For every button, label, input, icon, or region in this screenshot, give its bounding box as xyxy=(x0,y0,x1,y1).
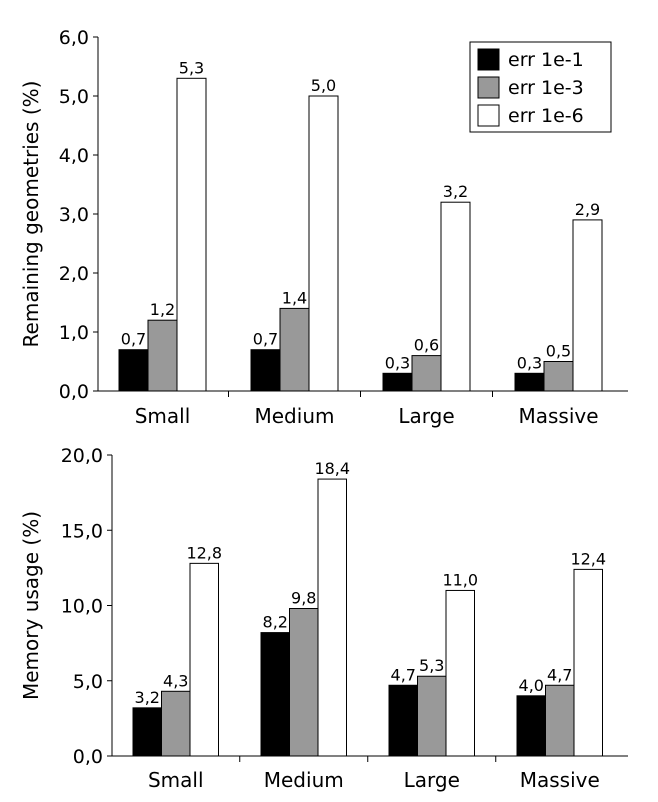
bar-massive-s3 xyxy=(573,568,603,757)
bar-massive-s1 xyxy=(514,372,545,392)
y-tick-label: 1,0 xyxy=(59,322,89,344)
y-axis-label: Memory usage (%) xyxy=(19,511,43,700)
x-tick-label: Large xyxy=(398,404,454,428)
data-label: 3,2 xyxy=(443,182,468,201)
x-tick-label: Medium xyxy=(255,404,335,428)
bar-massive-s2 xyxy=(545,684,575,757)
bar-large-s1 xyxy=(388,684,418,757)
legend: err 1e-1 err 1e-3 err 1e-6 xyxy=(469,41,612,133)
x-tick-label: Small xyxy=(148,768,204,792)
legend-swatch xyxy=(477,48,500,71)
x-tick-label: Small xyxy=(135,404,191,428)
data-label: 4,7 xyxy=(547,665,572,684)
x-tick-label: Medium xyxy=(264,768,344,792)
y-tick-label: 5,0 xyxy=(73,671,103,693)
bar-massive-s3 xyxy=(572,219,603,392)
data-label: 11,0 xyxy=(442,570,478,589)
data-label: 0,6 xyxy=(414,336,439,355)
bar-large-s2 xyxy=(411,355,442,392)
bar-medium-s2 xyxy=(279,307,310,392)
data-label: 5,3 xyxy=(179,58,204,77)
bar-medium-s2 xyxy=(289,608,319,757)
legend-label: err 1e-6 xyxy=(508,105,584,127)
y-tick-label: 0,0 xyxy=(59,381,89,403)
y-tick-label: 6,0 xyxy=(59,27,89,49)
data-label: 1,2 xyxy=(150,300,175,319)
bar-medium-s3 xyxy=(317,478,347,757)
data-label: 8,2 xyxy=(263,613,288,632)
y-axis-label: Remaining geometries (%) xyxy=(19,81,43,348)
bar-small-s3 xyxy=(189,562,219,757)
data-label: 9,8 xyxy=(291,589,316,608)
bar-large-s1 xyxy=(382,372,413,392)
y-tick-label: 3,0 xyxy=(59,204,89,226)
bar-massive-s1 xyxy=(516,695,546,757)
data-label: 1,4 xyxy=(282,288,307,307)
data-label: 12,4 xyxy=(570,549,606,568)
y-tick-label: 5,0 xyxy=(59,86,89,108)
y-tick-label: 15,0 xyxy=(61,520,103,542)
bar-small-s1 xyxy=(132,707,162,757)
chart-2: 0,0 5,0 10,0 15,0 20,0 Memory usage (%) 3,24,3… xyxy=(19,445,628,792)
y-tick-label: 10,0 xyxy=(61,596,103,618)
legend-swatch xyxy=(477,76,500,99)
data-label: 12,8 xyxy=(186,543,222,562)
bar-small-s1 xyxy=(118,349,149,392)
bar-medium-s3 xyxy=(308,95,339,392)
data-label: 2,9 xyxy=(575,200,600,219)
y-tick-label: 4,0 xyxy=(59,145,89,167)
data-label: 4,7 xyxy=(391,665,416,684)
data-label: 3,2 xyxy=(135,688,160,707)
data-label: 0,7 xyxy=(121,330,146,349)
data-label: 5,3 xyxy=(419,656,444,675)
chart-1: 0,0 1,0 2,0 3,0 4,0 5,0 6,0 Remaining geometrie… xyxy=(19,27,628,428)
bar-small-s2 xyxy=(147,319,178,392)
y-tick-label: 2,0 xyxy=(59,263,89,285)
bar-massive-s2 xyxy=(543,361,574,392)
y-tick-label: 0,0 xyxy=(73,746,103,768)
data-label: 4,3 xyxy=(163,671,188,690)
x-tick-label: Massive xyxy=(518,404,598,428)
data-label: 5,0 xyxy=(311,76,336,95)
data-label: 4,0 xyxy=(519,676,544,695)
bar-large-s2 xyxy=(417,675,447,757)
bar-small-s2 xyxy=(161,690,191,757)
x-tick-label: Massive xyxy=(520,768,600,792)
data-label: 0,7 xyxy=(253,330,278,349)
y-tick-label: 20,0 xyxy=(61,445,103,467)
bar-medium-s1 xyxy=(260,632,290,757)
bar-small-s3 xyxy=(176,77,207,392)
legend-label: err 1e-1 xyxy=(508,49,584,71)
data-label: 0,3 xyxy=(517,353,542,372)
x-tick-label: Large xyxy=(404,768,460,792)
data-label: 18,4 xyxy=(314,459,350,478)
bar-medium-s1 xyxy=(250,349,281,392)
data-label: 0,3 xyxy=(385,353,410,372)
legend-label: err 1e-3 xyxy=(508,77,584,99)
bar-large-s3 xyxy=(440,201,471,392)
legend-swatch xyxy=(477,104,500,127)
data-label: 0,5 xyxy=(546,342,571,361)
bar-large-s3 xyxy=(445,589,475,757)
